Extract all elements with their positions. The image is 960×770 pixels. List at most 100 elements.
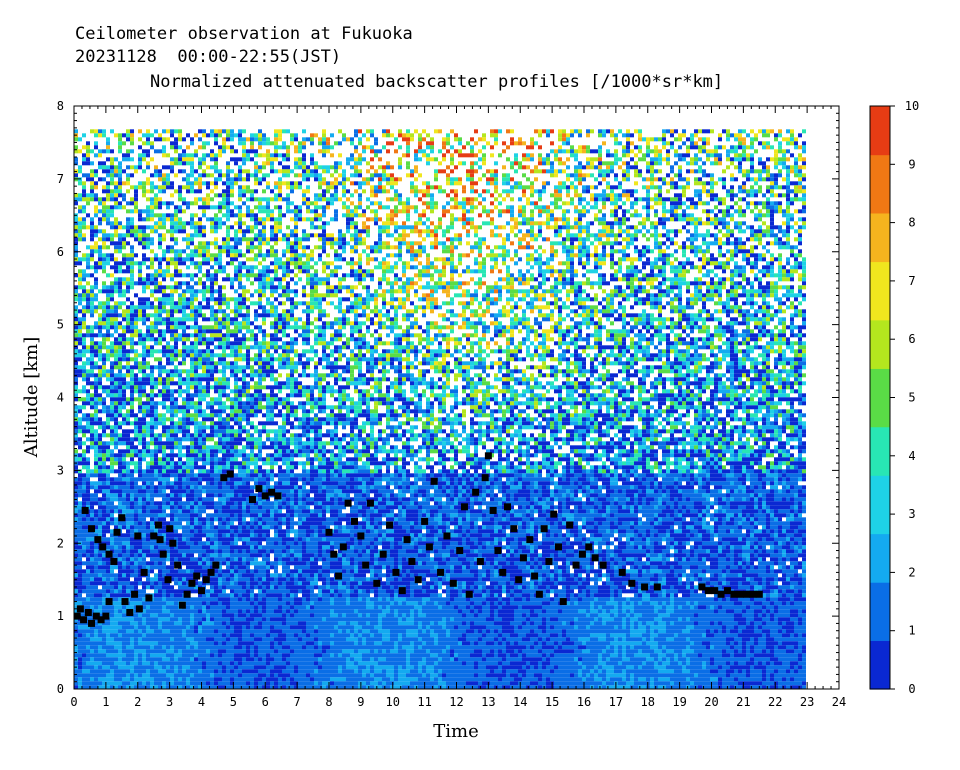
heatmap-cell	[214, 397, 218, 402]
heatmap-cell	[234, 553, 238, 558]
heatmap-cell	[86, 605, 90, 610]
heatmap-cell	[238, 685, 242, 689]
heatmap-cell	[182, 405, 186, 410]
heatmap-cell	[190, 273, 194, 278]
heatmap-cell	[234, 621, 238, 626]
heatmap-cell	[162, 317, 166, 322]
heatmap-cell	[82, 537, 86, 542]
heatmap-cell	[218, 661, 222, 666]
heatmap-cell	[94, 229, 98, 234]
heatmap-cell	[182, 581, 186, 586]
heatmap-cell	[110, 225, 114, 230]
heatmap-cell	[110, 493, 114, 498]
heatmap-cell	[110, 653, 114, 658]
heatmap-cell	[142, 625, 146, 630]
heatmap-cell	[130, 405, 134, 410]
heatmap-cell	[122, 437, 126, 442]
heatmap-cell	[234, 681, 238, 686]
heatmap-cell	[146, 177, 150, 182]
heatmap-cell	[218, 325, 222, 330]
heatmap-cell	[194, 401, 198, 406]
heatmap-cell	[234, 673, 238, 678]
heatmap-cell	[138, 569, 142, 574]
heatmap-cell	[150, 213, 154, 218]
heatmap-cell	[194, 273, 198, 278]
heatmap-cell	[86, 413, 90, 418]
heatmap-cell	[134, 681, 138, 686]
heatmap-cell	[138, 617, 142, 622]
heatmap-cell	[130, 381, 134, 386]
heatmap-cell	[206, 685, 210, 689]
heatmap-cell	[222, 649, 226, 654]
heatmap-cell	[158, 489, 162, 494]
heatmap-cell	[218, 269, 222, 274]
heatmap-cell	[210, 653, 214, 658]
heatmap-cell	[186, 185, 190, 190]
heatmap-cell	[102, 241, 106, 246]
heatmap-cell	[142, 469, 146, 474]
heatmap-cell	[226, 521, 230, 526]
heatmap-cell	[94, 561, 98, 566]
heatmap-cell	[230, 361, 234, 366]
heatmap-cell	[146, 409, 150, 414]
heatmap-cell	[74, 349, 78, 354]
heatmap-cell	[222, 589, 226, 594]
heatmap-cell	[78, 341, 82, 346]
heatmap-cell	[246, 241, 250, 246]
heatmap-cell	[150, 353, 154, 358]
heatmap-cell	[162, 521, 166, 526]
heatmap-cell	[162, 669, 166, 674]
heatmap-cell	[190, 625, 194, 630]
heatmap-cell	[138, 417, 142, 422]
heatmap-cell	[194, 405, 198, 410]
heatmap-cell	[154, 445, 158, 450]
heatmap-cell	[138, 589, 142, 594]
heatmap-cell	[170, 329, 174, 334]
heatmap-cell	[214, 433, 218, 438]
heatmap-cell	[94, 225, 98, 230]
heatmap-cell	[98, 593, 102, 598]
heatmap-cell	[206, 641, 210, 646]
heatmap-cell	[194, 473, 198, 478]
heatmap-cell	[122, 653, 126, 658]
heatmap-cell	[234, 397, 238, 402]
heatmap-cell	[246, 381, 250, 386]
heatmap-cell	[150, 609, 154, 614]
heatmap-cell	[106, 189, 110, 194]
heatmap-cell	[78, 577, 82, 582]
heatmap-cell	[74, 629, 78, 634]
heatmap-cell	[130, 645, 134, 650]
heatmap-cell	[218, 677, 222, 682]
heatmap-cell	[242, 201, 246, 206]
heatmap-cell	[198, 537, 202, 542]
heatmap-cell	[98, 557, 102, 562]
heatmap-cell	[202, 261, 206, 266]
heatmap-cell	[226, 457, 230, 462]
heatmap-cell	[222, 485, 226, 490]
heatmap-cell	[202, 373, 206, 378]
heatmap-cell	[198, 609, 202, 614]
heatmap-cell	[154, 541, 158, 546]
heatmap-cell	[154, 637, 158, 642]
heatmap-cell	[186, 461, 190, 466]
heatmap-cell	[234, 305, 238, 310]
heatmap-cell	[162, 493, 166, 498]
heatmap-cell	[82, 193, 86, 198]
heatmap-cell	[98, 565, 102, 570]
heatmap-cell	[178, 645, 182, 650]
heatmap-cell	[206, 489, 210, 494]
heatmap-cell	[158, 413, 162, 418]
heatmap-cell	[174, 285, 178, 290]
heatmap-cell	[194, 541, 198, 546]
heatmap-cell	[234, 617, 238, 622]
heatmap-cell	[86, 493, 90, 498]
heatmap-cell	[186, 557, 190, 562]
heatmap-cell	[150, 277, 154, 282]
heatmap-cell	[90, 533, 94, 538]
heatmap-cell	[182, 201, 186, 206]
heatmap-cell	[166, 321, 170, 326]
heatmap-cell	[110, 253, 114, 258]
heatmap-cell	[138, 389, 142, 394]
heatmap-cell	[202, 153, 206, 158]
heatmap-cell	[194, 149, 198, 154]
